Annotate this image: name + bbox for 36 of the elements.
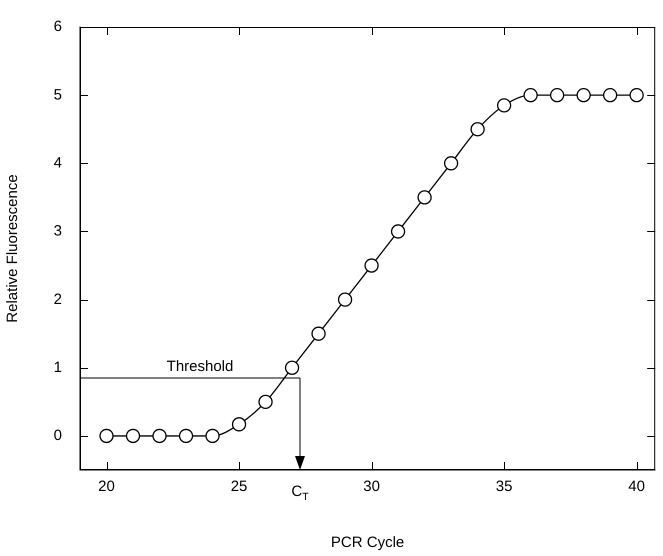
x-tick-label: 20: [98, 478, 115, 496]
point: [126, 428, 140, 444]
y-tick-label: 6: [54, 18, 62, 36]
y-tick-label: 4: [54, 154, 62, 172]
point: [496, 98, 512, 113]
x-axis-title: PCR Cycle: [330, 534, 404, 552]
x-tick-label: 25: [230, 478, 248, 496]
point: [152, 428, 167, 444]
point: [364, 258, 379, 273]
y-tick-label: 1: [54, 358, 62, 376]
point: [99, 428, 114, 444]
point: [576, 88, 591, 102]
point: [232, 417, 246, 432]
point: [523, 88, 538, 102]
ref-line-label: Threshold: [166, 358, 234, 375]
point: [629, 88, 644, 102]
x-tick-label: 35: [496, 478, 512, 496]
point: [444, 156, 458, 170]
x-tick-label: 40: [628, 478, 645, 496]
y-tick-label: 5: [54, 86, 62, 104]
point: [338, 292, 352, 307]
point: [390, 224, 406, 239]
point: [470, 122, 485, 136]
point: [178, 428, 194, 444]
y-axis-title: Relative Fluorescence: [4, 174, 22, 323]
point: [258, 394, 273, 409]
point: [311, 326, 326, 341]
y-tick-label: 0: [54, 427, 62, 444]
point: [602, 88, 618, 102]
point: [550, 88, 564, 102]
y-tick-label: 2: [54, 290, 62, 308]
y-tick-label: 3: [54, 222, 62, 240]
point: [205, 428, 220, 444]
point: [417, 190, 432, 205]
x-tick-label: 30: [363, 478, 380, 496]
point: [284, 360, 300, 375]
